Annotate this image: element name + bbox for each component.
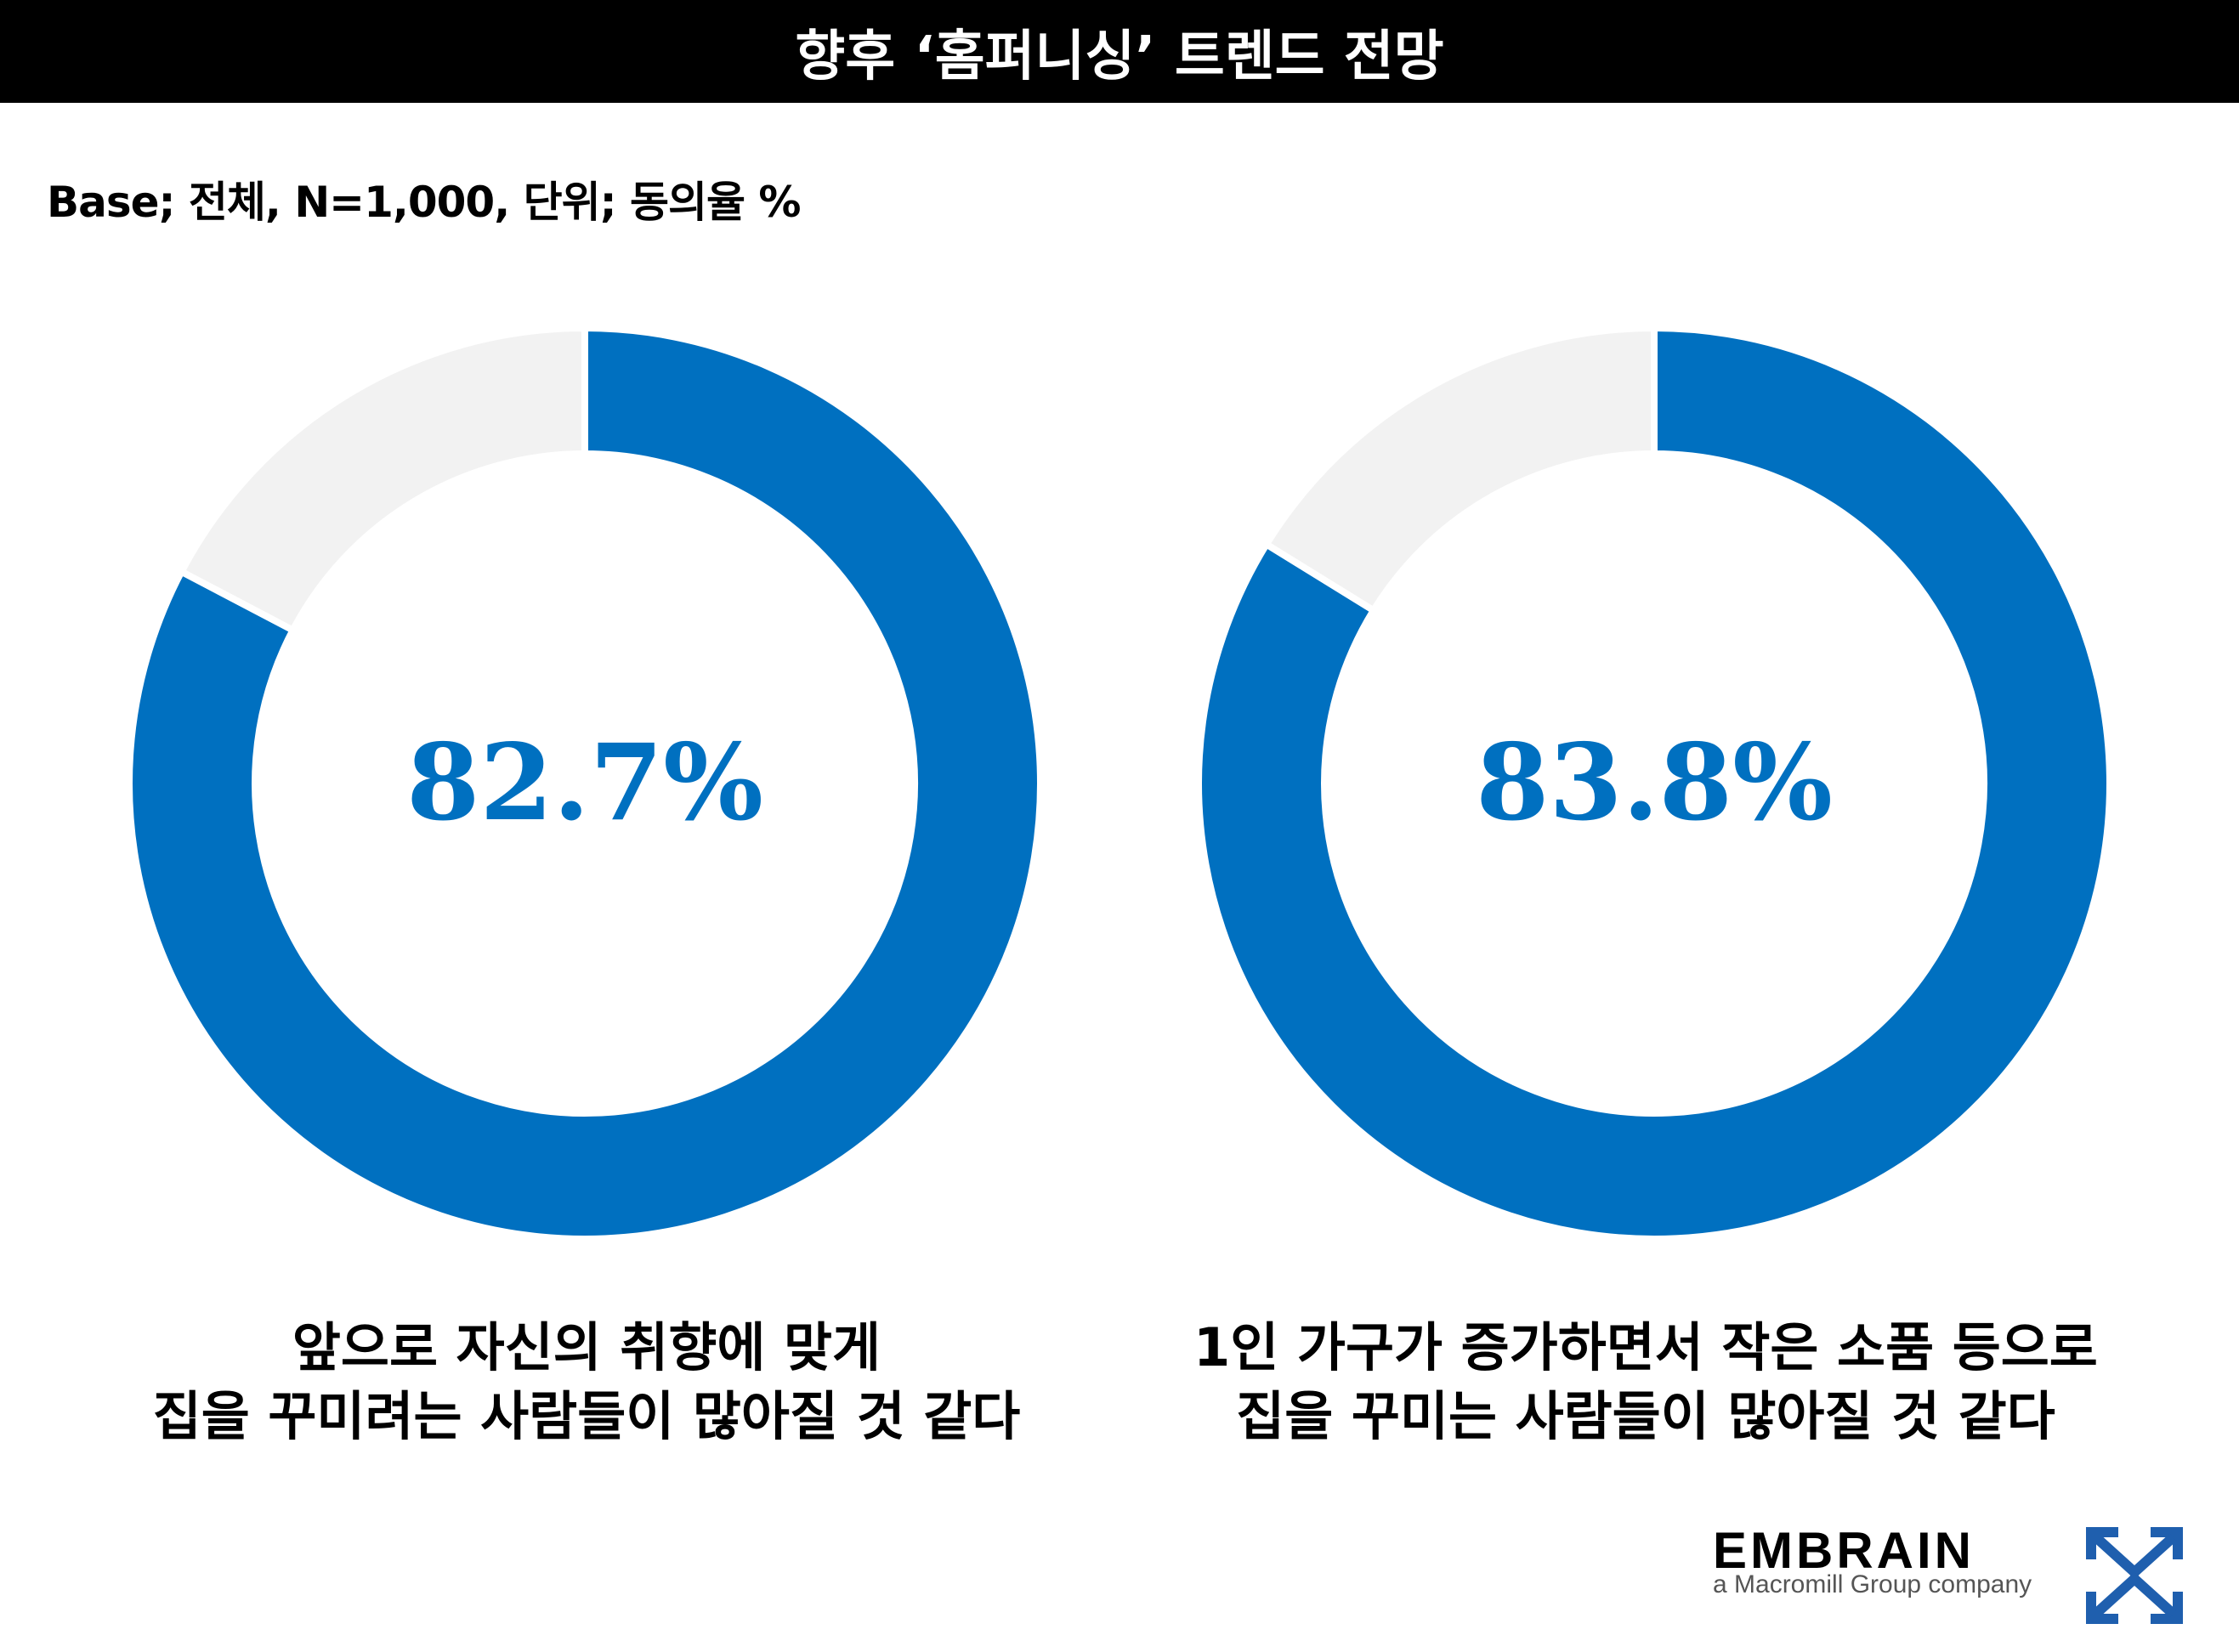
donut-slice-agree [1195, 324, 2113, 1242]
base-note: Base; 전체, N=1,000, 단위; 동의율 % [47, 178, 802, 227]
title-bar: 향후 ‘홈퍼니싱’ 트렌드 전망 [0, 0, 2239, 103]
chart-1-caption: 앞으로 자신의 취향에 맞게 집을 꾸미려는 사람들이 많아질 것 같다 [60, 1314, 1114, 1451]
page-title: 향후 ‘홈퍼니싱’ 트렌드 전망 [795, 25, 1444, 88]
caption-line: 집을 꾸미는 사람들이 많아질 것 같다 [1236, 1384, 2055, 1447]
donut-value-label: 82.7% [406, 721, 763, 845]
caption-line: 앞으로 자신의 취향에 맞게 [292, 1316, 881, 1378]
embrain-logo-text: EMBRAIN [1713, 1522, 1975, 1579]
donut-slice-other [1261, 324, 1658, 615]
donut-chart-2: 83.8% [1195, 324, 2113, 1242]
embrain-logo-tagline: a Macromill Group company [1713, 1570, 2032, 1598]
embrain-mark-icon [2086, 1527, 2183, 1624]
chart-2-caption: 1인 가구가 증가하면서 작은 소품 등으로 집을 꾸미는 사람들이 많아질 것… [1119, 1314, 2173, 1451]
caption-line: 집을 꾸미려는 사람들이 많아질 것 같다 [152, 1384, 1021, 1447]
donut-chart-1: 82.7% [126, 324, 1044, 1242]
caption-line: 1인 가구가 증가하면서 작은 소품 등으로 [1193, 1316, 2098, 1378]
donut-value-label: 83.8% [1476, 721, 1833, 845]
donut-slice-agree [126, 324, 1044, 1242]
donut-slice-other [177, 324, 588, 635]
